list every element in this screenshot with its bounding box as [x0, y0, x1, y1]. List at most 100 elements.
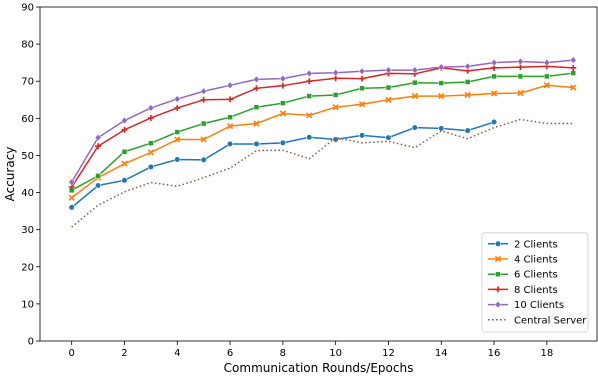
data-point: [95, 143, 102, 150]
y-axis-label: Accuracy: [3, 147, 17, 202]
data-point: [543, 82, 551, 89]
data-point: [68, 194, 75, 201]
plot-frame: [39, 6, 598, 342]
data-point: [226, 122, 234, 130]
data-point: [411, 124, 418, 131]
x-tick-label: 10: [329, 348, 342, 359]
data-point: [121, 116, 128, 125]
data-point: [200, 87, 208, 95]
data-point: [490, 118, 498, 126]
legend-label: 10 Clients: [514, 300, 564, 311]
legend-label: 8 Clients: [514, 285, 558, 296]
data-point: [412, 79, 418, 86]
series-4-clients: [68, 82, 577, 201]
data-point: [359, 85, 365, 92]
legend-item: 8 Clients: [488, 285, 558, 296]
data-point: [306, 78, 313, 85]
series-10-clients: [68, 56, 577, 186]
data-point: [358, 101, 366, 108]
data-point: [332, 136, 339, 143]
data-point: [253, 104, 260, 110]
data-point: [253, 140, 260, 148]
data-point: [569, 56, 577, 64]
legend-box: [481, 232, 589, 333]
data-point: [279, 74, 287, 83]
legend-marker: [494, 300, 502, 309]
legend-item: 6 Clients: [488, 270, 558, 281]
series-line: [71, 72, 574, 191]
data-point: [517, 73, 524, 80]
legend-marker: [495, 286, 501, 293]
data-point: [438, 92, 445, 100]
y-tick-label: 30: [21, 225, 34, 236]
data-point: [464, 127, 471, 134]
series-line: [71, 59, 574, 183]
legend: 2 Clients 4 Clients 6 Clients 8 Clients 10 C…: [481, 232, 589, 333]
series-6-clients: [68, 70, 576, 194]
data-point: [174, 104, 181, 111]
data-point: [464, 62, 471, 71]
data-point: [332, 104, 339, 111]
legend-marker: [494, 240, 502, 247]
data-point: [438, 80, 445, 86]
legend-label: 2 Clients: [514, 239, 558, 250]
data-point: [226, 140, 234, 148]
x-tick-label: 14: [435, 348, 448, 359]
data-point: [94, 182, 102, 189]
data-point: [200, 96, 207, 103]
data-point: [253, 75, 260, 84]
legend-item: 2 Clients: [488, 239, 558, 250]
legend-label: 6 Clients: [514, 270, 558, 281]
legend-marker: [494, 255, 502, 263]
legend-marker: [495, 271, 501, 277]
data-point: [411, 92, 419, 100]
data-point: [332, 92, 339, 98]
data-point: [253, 120, 260, 127]
series-line: [71, 118, 574, 228]
data-point: [174, 156, 181, 163]
data-point: [358, 67, 366, 75]
data-point: [68, 204, 75, 211]
data-point: [68, 178, 76, 186]
data-point: [490, 90, 498, 97]
data-point: [306, 112, 313, 119]
series-8-clients: [68, 63, 577, 190]
data-point: [517, 89, 524, 97]
data-point: [490, 58, 498, 67]
data-point: [411, 66, 419, 74]
data-point: [95, 173, 101, 179]
data-point: [121, 148, 128, 155]
legend-item: 10 Clients: [488, 300, 564, 311]
data-point: [253, 85, 260, 92]
legend-label: 4 Clients: [514, 255, 558, 266]
data-point: [464, 79, 471, 85]
data-point: [200, 156, 207, 163]
y-tick-label: 90: [21, 3, 34, 14]
data-point: [385, 66, 392, 74]
series-line: [71, 121, 495, 208]
data-point: [147, 163, 154, 171]
series-2-clients: [68, 118, 498, 211]
data-point: [121, 177, 128, 184]
data-point: [148, 140, 154, 146]
data-point: [279, 139, 286, 146]
plot-area: [68, 56, 577, 228]
data-point: [570, 84, 577, 91]
x-tick-label: 18: [540, 348, 553, 359]
data-point: [570, 64, 577, 71]
data-point: [147, 104, 155, 112]
legend-item: Central Server: [488, 315, 587, 326]
y-tick-label: 20: [21, 262, 34, 273]
data-point: [200, 120, 207, 127]
data-point: [306, 134, 313, 141]
data-point: [200, 136, 207, 143]
data-point: [174, 129, 181, 135]
x-tick-label: 0: [68, 348, 74, 359]
data-point: [147, 149, 155, 156]
data-point: [570, 70, 576, 76]
series-line: [71, 84, 574, 199]
x-tick-label: 6: [227, 348, 233, 359]
data-point: [332, 69, 339, 77]
data-point: [279, 82, 286, 89]
